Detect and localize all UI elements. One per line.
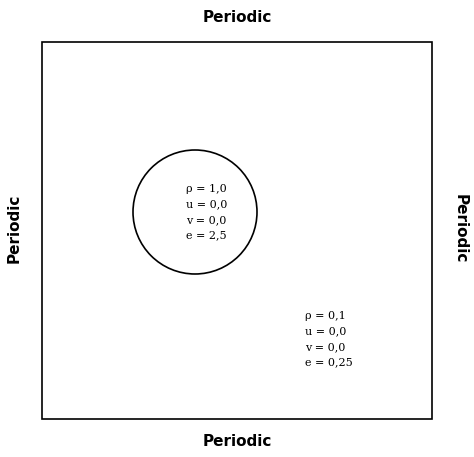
Text: Periodic: Periodic	[202, 11, 272, 26]
Text: ρ = 0,1
u = 0,0
v = 0,0
e = 0,25: ρ = 0,1 u = 0,0 v = 0,0 e = 0,25	[305, 311, 353, 367]
Text: ρ = 1,0
u = 0,0
v = 0,0
e = 2,5: ρ = 1,0 u = 0,0 v = 0,0 e = 2,5	[186, 184, 228, 240]
Circle shape	[133, 150, 257, 274]
Text: Periodic: Periodic	[7, 194, 21, 263]
Text: Periodic: Periodic	[202, 434, 272, 448]
Bar	[42, 42, 432, 419]
Text: Periodic: Periodic	[453, 194, 467, 263]
